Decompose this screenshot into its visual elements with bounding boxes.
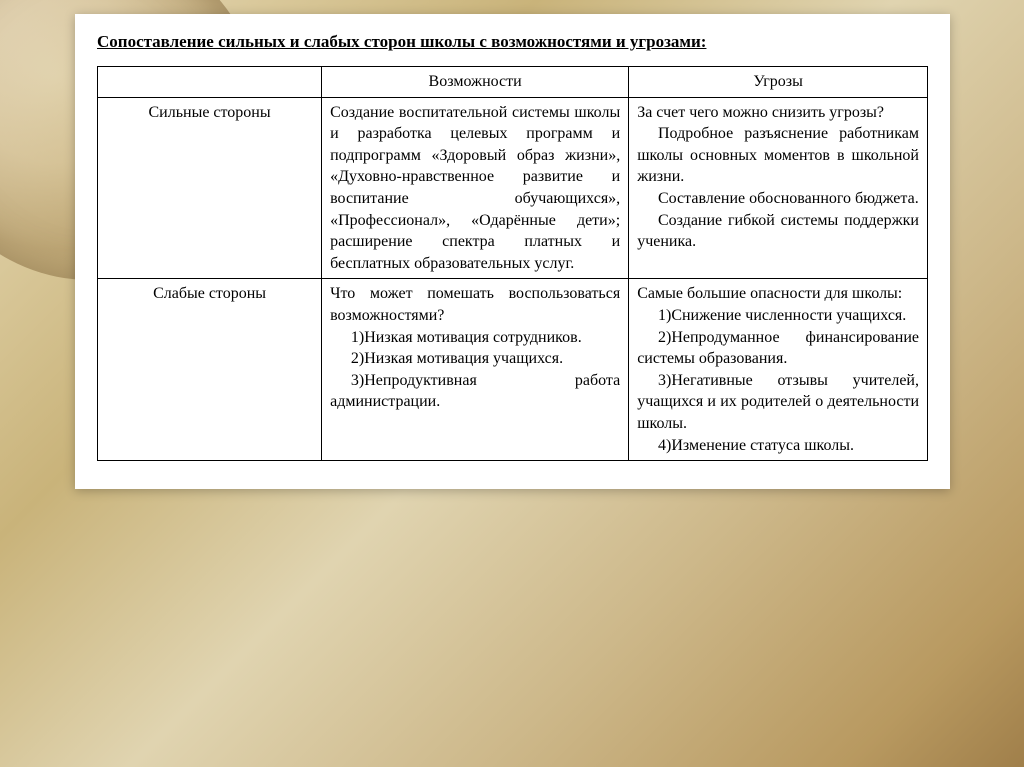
table-row: Сильные стороны Создание воспитательной … <box>98 97 928 279</box>
row-label-weaknesses: Слабые стороны <box>98 279 322 461</box>
document-card: Сопоставление сильных и слабых сторон шк… <box>75 14 950 489</box>
cell-text: 3)Непродуктивная работа администрации. <box>330 370 620 413</box>
header-threats: Угрозы <box>629 67 928 98</box>
page-title: Сопоставление сильных и слабых сторон шк… <box>97 32 928 52</box>
cell-text: 1)Снижение численности учащихся. <box>637 305 919 327</box>
cell-strengths-threats: За счет чего можно снизить угрозы? Подро… <box>629 97 928 279</box>
header-blank <box>98 67 322 98</box>
cell-text: Подробное разъяснение работникам школы о… <box>637 123 919 188</box>
cell-text: 1)Низкая мотивация сотрудников. <box>330 327 620 349</box>
cell-text: Создание воспитательной системы школы и … <box>330 102 620 275</box>
slide-background: Сопоставление сильных и слабых сторон шк… <box>0 0 1024 767</box>
row-label-strengths: Сильные стороны <box>98 97 322 279</box>
table-row: Слабые стороны Что может помешать воспол… <box>98 279 928 461</box>
cell-text: Что может помешать воспользоваться возмо… <box>330 283 620 326</box>
cell-text: Составление обоснованного бюджета. <box>637 188 919 210</box>
cell-weaknesses-opportunities: Что может помешать воспользоваться возмо… <box>322 279 629 461</box>
cell-text: За счет чего можно снизить угрозы? <box>637 102 919 124</box>
table-header-row: Возможности Угрозы <box>98 67 928 98</box>
cell-strengths-opportunities: Создание воспитательной системы школы и … <box>322 97 629 279</box>
cell-text: Самые большие опасности для школы: <box>637 283 919 305</box>
swot-table: Возможности Угрозы Сильные стороны Созда… <box>97 66 928 461</box>
cell-text: Создание гибкой системы поддержки ученик… <box>637 210 919 253</box>
cell-text: 4)Изменение статуса школы. <box>637 435 919 457</box>
cell-text: 2)Низкая мотивация учащихся. <box>330 348 620 370</box>
header-opportunities: Возможности <box>322 67 629 98</box>
cell-text: 3)Негативные отзывы учителей, учащихся и… <box>637 370 919 435</box>
cell-weaknesses-threats: Самые большие опасности для школы: 1)Сни… <box>629 279 928 461</box>
cell-text: 2)Непродуманное финансирование системы о… <box>637 327 919 370</box>
